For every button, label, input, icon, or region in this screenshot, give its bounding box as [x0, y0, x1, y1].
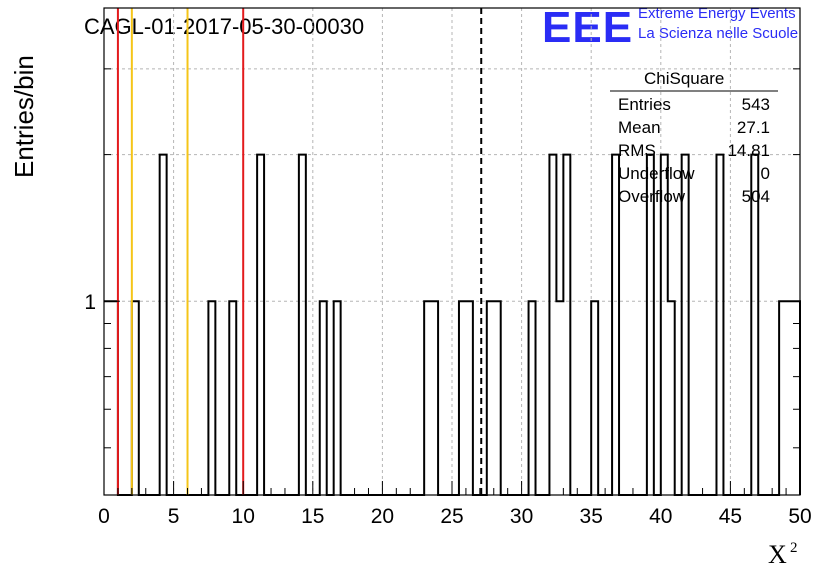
stats-value-rms: 14.81 — [727, 141, 770, 160]
histogram-bin — [424, 301, 431, 495]
histogram-bin — [334, 301, 341, 495]
histogram-bin — [549, 155, 556, 495]
x-axis-label-superscript: 2 — [790, 540, 798, 556]
histogram-bin — [466, 301, 473, 495]
x-tick-label: 35 — [580, 505, 603, 528]
histogram-bin — [793, 301, 800, 495]
histogram-bin — [431, 301, 438, 495]
stats-label-overflow: Overflow — [618, 187, 686, 206]
stats-label-underflow: Underflow — [618, 164, 695, 183]
reference-lines — [116, 8, 483, 495]
x-tick-label: 25 — [440, 505, 463, 528]
x-tick-label: 50 — [788, 505, 811, 528]
y-tick-label: 1 — [84, 291, 96, 314]
histogram-bin — [563, 155, 570, 495]
grid-layer — [104, 8, 800, 495]
histogram-bin — [556, 301, 563, 495]
x-tick-label: 5 — [168, 505, 180, 528]
histogram-bin — [257, 155, 264, 495]
histogram-bin — [104, 301, 111, 495]
stats-value-entries: 543 — [742, 95, 770, 114]
x-tick-label: 0 — [98, 505, 110, 528]
histogram-bin — [716, 155, 723, 495]
histogram-bin — [529, 301, 536, 495]
histogram-bin — [132, 301, 139, 495]
histogram-bin — [494, 301, 501, 495]
x-tick-label: 40 — [649, 505, 672, 528]
x-tick-label: 20 — [371, 505, 394, 528]
logo-line-2: La Scienza nelle Scuole — [638, 25, 798, 42]
histogram-bin — [591, 301, 598, 495]
histogram-bars — [104, 153, 801, 496]
x-axis-label: X — [768, 540, 787, 569]
stats-label-rms: RMS — [618, 141, 656, 160]
histogram-bin — [320, 301, 327, 495]
x-tick-label: 45 — [719, 505, 742, 528]
eee-logo: EEE — [542, 3, 633, 52]
histogram-bin — [229, 301, 236, 495]
stats-label-mean: Mean — [618, 118, 661, 137]
x-tick-label: 30 — [510, 505, 533, 528]
stats-box: ChiSquare Entries 543 Mean 27.1 RMS 14.8… — [610, 69, 778, 206]
stats-value-mean: 27.1 — [737, 118, 770, 137]
histogram-bin — [786, 301, 793, 495]
histogram-outline — [104, 153, 801, 496]
logo-line-1: Extreme Energy Events — [638, 5, 796, 22]
stats-label-entries: Entries — [618, 95, 671, 114]
histogram-bin — [160, 155, 167, 495]
x-tick-label: 10 — [232, 505, 255, 528]
y-axis-label: Entries/bin — [9, 55, 39, 178]
histogram-bin — [459, 301, 466, 495]
stats-title: ChiSquare — [644, 69, 724, 88]
histogram-bin — [668, 301, 675, 495]
histogram-bin — [111, 301, 118, 495]
stats-value-underflow: 0 — [761, 164, 770, 183]
stats-value-overflow: 504 — [742, 187, 770, 206]
x-tick-label: 15 — [301, 505, 324, 528]
histogram-bin — [779, 301, 786, 495]
chart-title: CAGL-01-2017-05-30-00030 — [84, 14, 364, 39]
histogram-bin — [208, 301, 215, 495]
histogram-bin — [487, 301, 494, 495]
histogram-bin — [299, 155, 306, 495]
axis-ticks: 0 5 10 15 20 25 30 35 40 45 50 1 — [84, 68, 812, 528]
